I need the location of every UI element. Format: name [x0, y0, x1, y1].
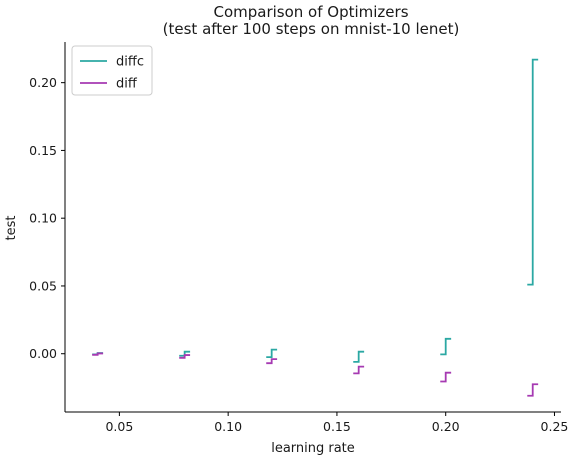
step-mark-diff [266, 358, 278, 365]
x-axis-label: learning rate [271, 441, 355, 456]
step-mark-diffc [266, 348, 278, 359]
step-mark-diff [353, 365, 365, 375]
series-diff [92, 352, 539, 397]
legend-label-diff: diff [116, 77, 138, 92]
chart-title: Comparison of Optimizers [213, 3, 408, 21]
y-axis-ticks: 0.00 0.05 0.10 0.15 0.20 [29, 75, 65, 361]
y-tick-label: 0.00 [29, 346, 57, 361]
x-tick-label: 0.10 [214, 419, 242, 434]
step-mark-diffc [353, 350, 365, 363]
x-tick-label: 0.05 [105, 419, 133, 434]
chart-subtitle: (test after 100 steps on mnist-10 lenet) [163, 20, 460, 38]
x-tick-label: 0.25 [541, 419, 569, 434]
y-tick-label: 0.20 [29, 75, 57, 90]
y-tick-label: 0.15 [29, 143, 57, 158]
y-tick-label: 0.05 [29, 278, 57, 293]
step-mark-diff [92, 352, 104, 356]
step-mark-diff [179, 354, 191, 359]
step-mark-diff [527, 383, 539, 397]
plot-area [92, 58, 539, 397]
x-tick-label: 0.15 [323, 419, 351, 434]
y-tick-label: 0.10 [29, 211, 57, 226]
x-tick-label: 0.20 [432, 419, 460, 434]
step-mark-diffc [179, 350, 191, 357]
legend-label-diffc: diffc [116, 55, 144, 70]
step-mark-diffc [527, 58, 539, 286]
legend: diffc diff [71, 45, 153, 96]
y-axis-label: test [4, 216, 19, 241]
series-diffc [92, 58, 539, 363]
step-mark-diffc [440, 337, 452, 356]
step-mark-diff [440, 371, 452, 383]
legend-box [71, 45, 153, 96]
x-axis-ticks: 0.05 0.10 0.15 0.20 0.25 [105, 412, 568, 434]
